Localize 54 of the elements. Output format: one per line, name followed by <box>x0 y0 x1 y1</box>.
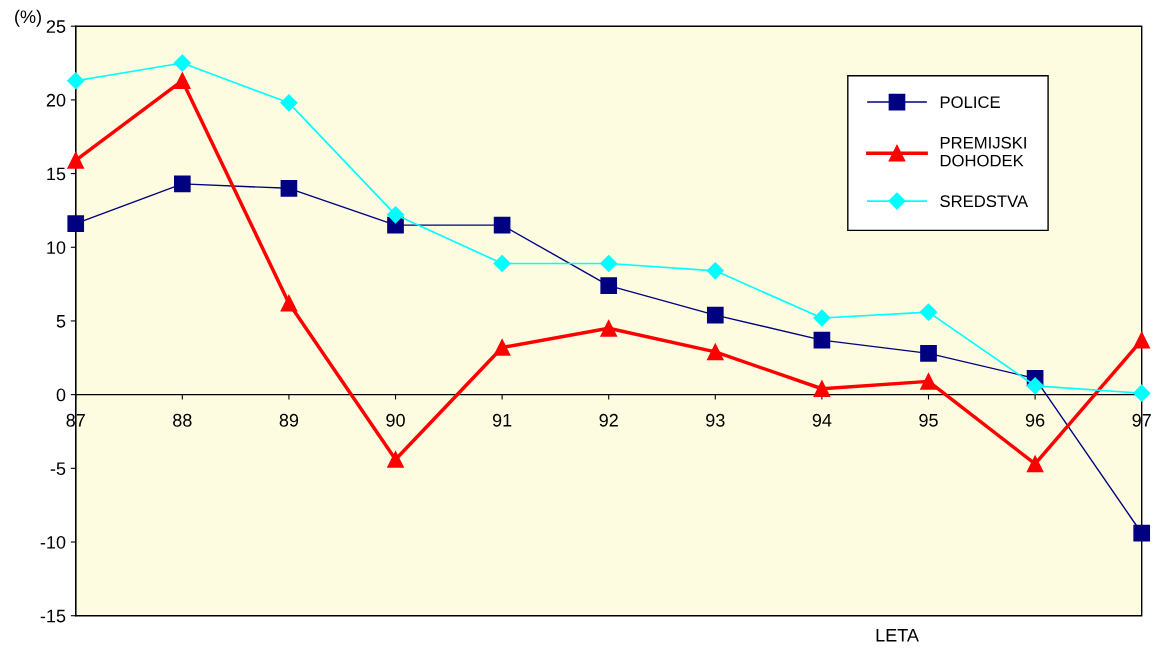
point <box>280 94 298 112</box>
y-tick-label: -10 <box>40 535 66 549</box>
x-tick-label: 93 <box>706 413 725 427</box>
y-tick-label: 25 <box>46 20 66 33</box>
point <box>280 294 298 312</box>
point <box>706 343 724 361</box>
point <box>67 72 85 90</box>
point <box>173 175 191 193</box>
point <box>600 277 618 294</box>
x-axis-title: LETA <box>876 629 919 642</box>
point <box>173 54 191 72</box>
point <box>280 179 298 197</box>
y-tick-label: -5 <box>50 462 66 476</box>
point <box>173 72 191 90</box>
point <box>706 262 724 280</box>
point <box>67 151 85 169</box>
point <box>386 206 405 224</box>
point <box>1026 377 1044 395</box>
point <box>67 215 85 233</box>
point <box>493 216 511 234</box>
point <box>600 254 618 273</box>
x-tick-label: 94 <box>812 413 832 427</box>
y-tick-label: 10 <box>47 241 66 254</box>
y-tick-label: 15 <box>47 167 66 181</box>
point <box>1133 331 1151 349</box>
point <box>1133 384 1151 402</box>
point <box>493 254 511 273</box>
point <box>1133 524 1151 542</box>
y-axis-title: (%) <box>15 9 41 27</box>
point <box>600 319 618 337</box>
point <box>706 306 724 324</box>
point <box>493 339 511 356</box>
legend-label: SREDSTVA <box>940 195 1029 208</box>
x-tick-label: 92 <box>599 413 618 427</box>
x-tick-label: 89 <box>279 413 299 427</box>
point <box>920 373 937 390</box>
point <box>919 303 938 321</box>
x-tick-label: 91 <box>492 413 512 427</box>
x-tick-label: 96 <box>1025 413 1045 427</box>
point <box>813 331 831 349</box>
point <box>813 309 831 327</box>
point <box>920 345 937 362</box>
legend-label: PREMIJSKI DOHODEK <box>940 136 1026 167</box>
y-tick-label: 0 <box>56 388 66 402</box>
x-tick-label: 90 <box>386 413 405 427</box>
point <box>1026 455 1044 473</box>
x-tick-label: 95 <box>919 413 938 427</box>
point <box>387 451 404 468</box>
y-tick-label: 5 <box>56 315 66 328</box>
point <box>813 380 831 398</box>
y-tick-label: 20 <box>46 93 66 107</box>
x-tick-label: 88 <box>173 413 192 427</box>
legend-label: POLICE <box>940 96 1000 109</box>
y-tick-label: -15 <box>40 609 66 623</box>
